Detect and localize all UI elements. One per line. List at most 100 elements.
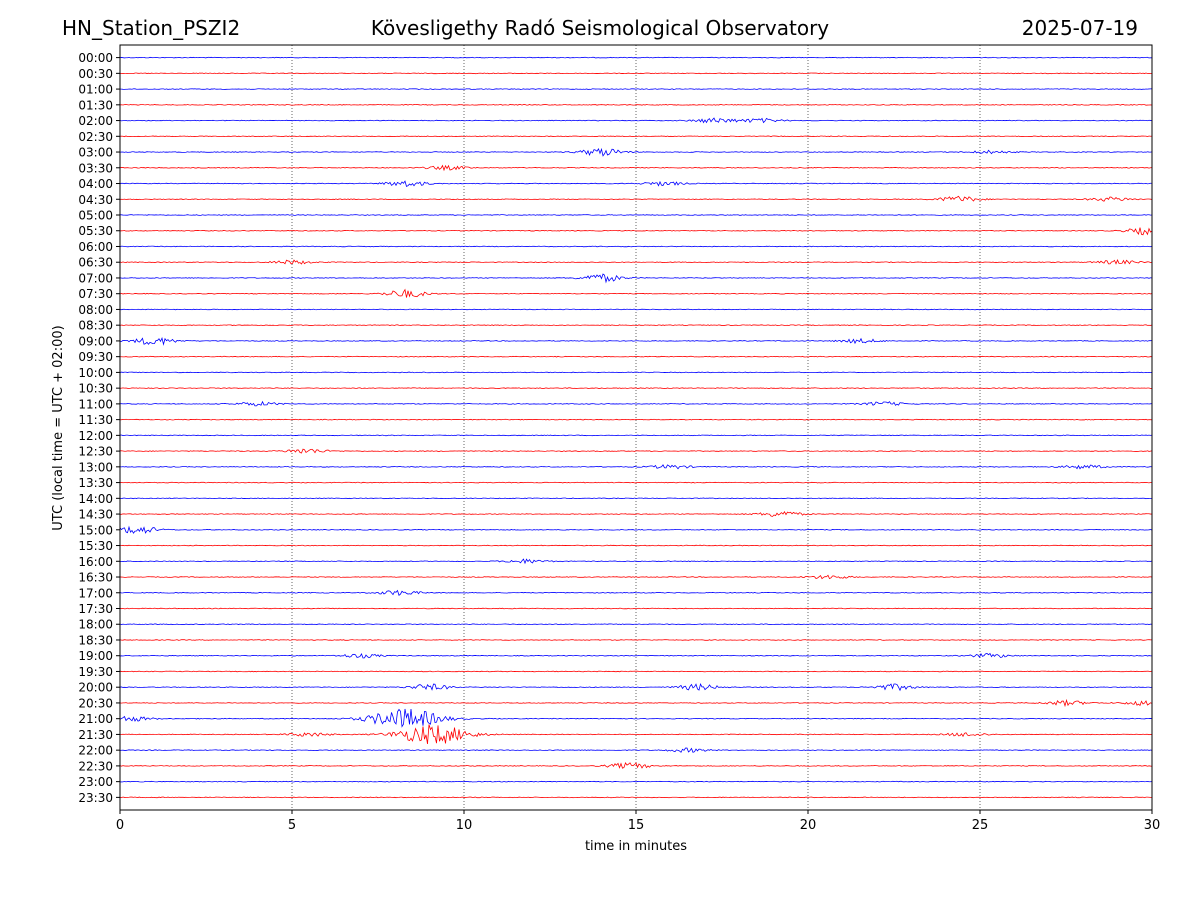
y-tick-label: 18:00 (78, 618, 113, 632)
y-axis-label: UTC (local time = UTC + 02:00) (51, 325, 66, 530)
trace-10:00 (119, 371, 1153, 374)
trace-06:00 (119, 245, 1153, 248)
y-tick-label: 01:30 (78, 98, 113, 112)
y-tick-label: 07:00 (78, 271, 113, 285)
y-tick-label: 05:00 (78, 209, 113, 223)
trace-10:30 (119, 387, 1153, 389)
y-tick-label: 00:00 (78, 51, 113, 65)
trace-lines (119, 56, 1153, 799)
y-tick-label: 20:30 (78, 696, 113, 710)
y-tick-label: 19:00 (78, 649, 113, 663)
trace-01:30 (119, 104, 1153, 106)
y-tick-label: 01:00 (78, 83, 113, 97)
x-tick-label: 0 (116, 818, 124, 833)
y-tick-label: 13:30 (78, 476, 113, 490)
y-tick-label: 09:30 (78, 350, 113, 364)
trace-22:00 (119, 747, 1153, 753)
y-tick-label: 09:00 (78, 334, 113, 348)
trace-09:30 (119, 355, 1153, 358)
y-tick-label: 06:00 (78, 240, 113, 254)
x-tick-label: 5 (288, 818, 296, 833)
y-tick-label: 20:00 (78, 681, 113, 695)
y-tick-label: 10:00 (78, 366, 113, 380)
trace-19:30 (119, 670, 1153, 673)
trace-13:00 (119, 464, 1153, 470)
trace-21:30 (119, 724, 1153, 745)
y-tick-label: 17:30 (78, 602, 113, 616)
y-tick-label: 16:30 (78, 571, 113, 585)
y-tick-label: 07:30 (78, 287, 113, 301)
y-tick-label: 22:00 (78, 744, 113, 758)
trace-13:30 (119, 481, 1153, 484)
trace-22:30 (119, 762, 1153, 769)
y-tick-label: 12:30 (78, 445, 113, 459)
trace-17:00 (119, 589, 1153, 596)
trace-12:30 (119, 448, 1153, 454)
x-tick-label: 15 (628, 818, 645, 833)
station-name: HN_Station_PSZI2 (62, 16, 241, 40)
y-tick-label: 11:00 (78, 397, 113, 411)
y-tick-label: 13:00 (78, 460, 113, 474)
trace-20:30 (119, 698, 1153, 708)
trace-05:30 (119, 227, 1153, 236)
trace-00:30 (119, 72, 1153, 75)
trace-08:00 (119, 308, 1153, 311)
trace-03:00 (119, 147, 1153, 157)
trace-06:30 (119, 259, 1153, 265)
y-tick-label: 21:00 (78, 712, 113, 726)
trace-07:30 (119, 288, 1153, 298)
trace-14:30 (119, 511, 1152, 517)
trace-16:00 (119, 558, 1153, 565)
y-tick-label: 10:30 (78, 382, 113, 396)
trace-11:30 (119, 418, 1153, 421)
y-tick-label: 21:30 (78, 728, 113, 742)
trace-14:00 (119, 497, 1153, 500)
y-tick-label: 05:30 (78, 224, 113, 238)
trace-04:30 (119, 195, 1153, 202)
y-tick-label: 18:30 (78, 633, 113, 647)
trace-16:30 (119, 574, 1153, 580)
y-tick-label: 22:30 (78, 759, 113, 773)
x-axis-ticks: 0 5 10 15 20 25 30 (116, 810, 1160, 833)
trace-05:00 (119, 214, 1153, 216)
x-tick-label: 20 (800, 818, 817, 833)
trace-12:00 (119, 434, 1153, 437)
y-tick-label: 15:30 (78, 539, 113, 553)
trace-21:00 (119, 708, 1153, 728)
trace-09:00 (119, 337, 1153, 346)
y-tick-label: 00:30 (78, 67, 113, 81)
y-tick-label: 19:30 (78, 665, 113, 679)
trace-19:00 (119, 652, 1153, 659)
trace-15:30 (119, 544, 1153, 547)
y-tick-label: 02:30 (78, 130, 113, 144)
y-tick-label: 23:30 (78, 791, 113, 805)
y-tick-label: 04:00 (78, 177, 113, 191)
trace-18:30 (119, 639, 1153, 641)
trace-15:00 (119, 525, 1153, 534)
chart-title: Kövesligethy Radó Seismological Observat… (370, 16, 830, 40)
y-tick-label: 08:30 (78, 319, 113, 333)
y-tick-label: 17:00 (78, 586, 113, 600)
y-tick-label: 03:30 (78, 161, 113, 175)
x-tick-label: 10 (456, 818, 473, 833)
trace-02:00 (119, 117, 1153, 124)
trace-23:00 (119, 780, 1153, 783)
y-tick-label: 04:30 (78, 193, 113, 207)
trace-01:00 (119, 88, 1153, 90)
y-tick-label: 14:30 (78, 508, 113, 522)
x-axis-label: time in minutes (585, 839, 687, 854)
chart-date: 2025-07-19 (1021, 16, 1138, 40)
trace-23:30 (119, 796, 1153, 799)
trace-02:30 (119, 135, 1153, 138)
y-tick-label: 16:00 (78, 555, 113, 569)
trace-17:30 (119, 607, 1153, 610)
x-tick-label: 30 (1144, 818, 1161, 833)
trace-11:00 (119, 400, 1153, 407)
y-tick-label: 08:00 (78, 303, 113, 317)
y-tick-label: 11:30 (78, 413, 113, 427)
trace-07:00 (119, 273, 1153, 284)
y-tick-label: 15:00 (78, 523, 113, 537)
x-tick-label: 25 (972, 818, 989, 833)
